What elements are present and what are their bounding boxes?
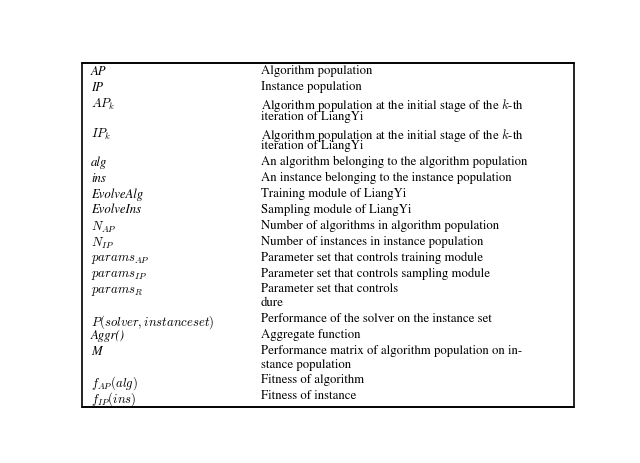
Text: IP: IP	[91, 81, 103, 94]
Text: $params_{IP}$: $params_{IP}$	[91, 268, 147, 282]
Text: Algorithm population at the initial stage of the $k$-th: Algorithm population at the initial stag…	[261, 126, 524, 144]
Text: An algorithm belonging to the algorithm population: An algorithm belonging to the algorithm …	[261, 156, 527, 169]
Text: Aggr(): Aggr()	[91, 329, 125, 342]
Text: Parameter set that controls training module: Parameter set that controls training mod…	[261, 252, 483, 264]
Text: Parameter set that controls sampling module: Parameter set that controls sampling mod…	[261, 268, 490, 280]
Text: $f_{AP}(alg)$: $f_{AP}(alg)$	[91, 375, 138, 392]
Text: EvolveIns: EvolveIns	[91, 204, 141, 217]
Text: EvolveAlg: EvolveAlg	[91, 188, 143, 200]
Text: AP: AP	[91, 65, 106, 78]
Text: iteration of LiangYi: iteration of LiangYi	[261, 111, 364, 123]
Text: Parameter set that controls: Parameter set that controls	[261, 284, 401, 295]
Text: Number of instances in instance population: Number of instances in instance populati…	[261, 236, 483, 248]
Text: Fitness of instance: Fitness of instance	[261, 390, 360, 402]
Text: $AP_k$: $AP_k$	[91, 97, 115, 112]
Text: dure: dure	[261, 297, 284, 309]
Text: iteration of LiangYi: iteration of LiangYi	[261, 140, 364, 152]
Text: Algorithm population at the initial stage of the $k$-th: Algorithm population at the initial stag…	[261, 97, 524, 114]
Text: Aggregate function: Aggregate function	[261, 329, 360, 341]
Text: $N_{IP}$: $N_{IP}$	[91, 236, 114, 251]
Text: alg: alg	[91, 156, 107, 169]
Text: Performance matrix of algorithm population on in-: Performance matrix of algorithm populati…	[261, 345, 522, 357]
Text: ins: ins	[91, 172, 106, 185]
Text: Performance of the solver on the instance set: Performance of the solver on the instanc…	[261, 313, 492, 325]
Text: Sampling module of LiangYi: Sampling module of LiangYi	[261, 204, 412, 216]
Text: stance population: stance population	[261, 358, 351, 370]
Text: An instance belonging to the instance population: An instance belonging to the instance po…	[261, 172, 511, 184]
Text: $params_{AP}$: $params_{AP}$	[91, 252, 150, 266]
Text: M: M	[91, 345, 102, 357]
Text: Fitness of algorithm: Fitness of algorithm	[261, 375, 367, 387]
Text: $f_{IP}(ins)$: $f_{IP}(ins)$	[91, 390, 136, 408]
Text: $params_R$: $params_R$	[91, 284, 143, 298]
Text: $IP_k$: $IP_k$	[91, 126, 111, 142]
Text: Instance population: Instance population	[261, 81, 362, 93]
Text: Training module of LiangYi: Training module of LiangYi	[261, 188, 406, 200]
Text: $N_{AP}$: $N_{AP}$	[91, 220, 116, 235]
Text: $P(solver, instanceset)$: $P(solver, instanceset)$	[91, 313, 214, 331]
Text: Number of algorithms in algorithm population: Number of algorithms in algorithm popula…	[261, 220, 499, 232]
Text: Algorithm population: Algorithm population	[261, 65, 372, 77]
